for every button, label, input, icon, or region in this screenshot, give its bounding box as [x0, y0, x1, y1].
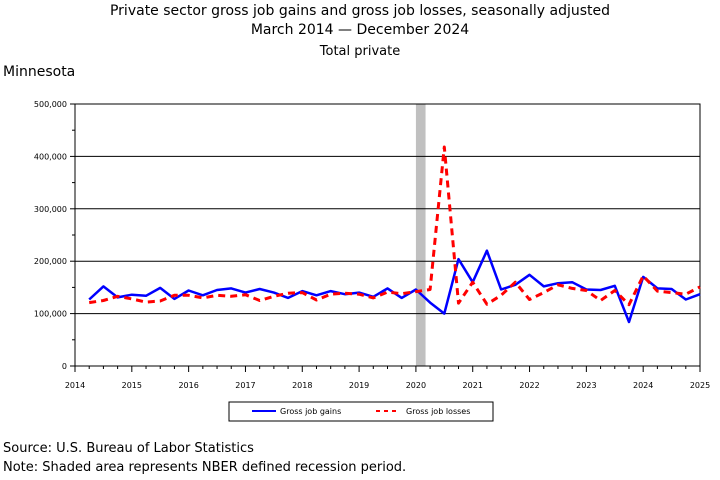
source-note: Source: U.S. Bureau of Labor Statistics: [3, 441, 254, 456]
x-tick-label: 2015: [122, 381, 142, 390]
region-label: Minnesota: [3, 64, 76, 80]
y-tick-label: 200,000: [34, 257, 67, 266]
y-tick-label: 300,000: [34, 205, 67, 214]
legend-label-gains: Gross job gains: [280, 407, 341, 416]
plot-frame: [74, 103, 701, 367]
legend: Gross job gains Gross job losses: [228, 401, 494, 422]
series-line-losses: [88, 145, 701, 307]
x-tick-label: 2019: [349, 381, 369, 390]
x-tick-label: 2023: [576, 381, 596, 390]
x-tick-label: 2022: [519, 381, 539, 390]
x-tick-label: 2016: [178, 381, 198, 390]
y-tick-label: 400,000: [34, 152, 67, 161]
x-tick-label: 2020: [406, 381, 426, 390]
grid-layer: [75, 103, 700, 315]
x-tick-label: 2017: [235, 381, 255, 390]
legend-label-losses: Gross job losses: [406, 407, 470, 416]
recession-layer: [415, 104, 426, 366]
chart: 0 100,000 200,000 300,000 400,000 500,000 2014…: [34, 100, 710, 422]
recession-note: Note: Shaded area represents NBER define…: [3, 460, 407, 475]
chart-title: Private sector gross job gains and gross…: [109, 3, 611, 19]
series-layer: [88, 145, 701, 324]
axis-layer: 0 100,000 200,000 300,000 400,000 500,000 2014…: [34, 100, 710, 390]
x-tick-label: 2014: [65, 381, 85, 390]
y-tick-label: 0: [62, 362, 67, 371]
x-tick-label: 2018: [292, 381, 312, 390]
y-tick-label: 500,000: [34, 100, 67, 109]
legend-box: [228, 401, 494, 422]
x-tick-label: 2025: [690, 381, 710, 390]
x-tick-label: 2024: [633, 381, 653, 390]
chart-subtitle: Total private: [319, 44, 401, 59]
recession-shade: [415, 104, 426, 366]
chart-date-range: March 2014 — December 2024: [250, 22, 470, 38]
y-tick-label: 100,000: [34, 310, 67, 319]
x-tick-label: 2021: [463, 381, 483, 390]
